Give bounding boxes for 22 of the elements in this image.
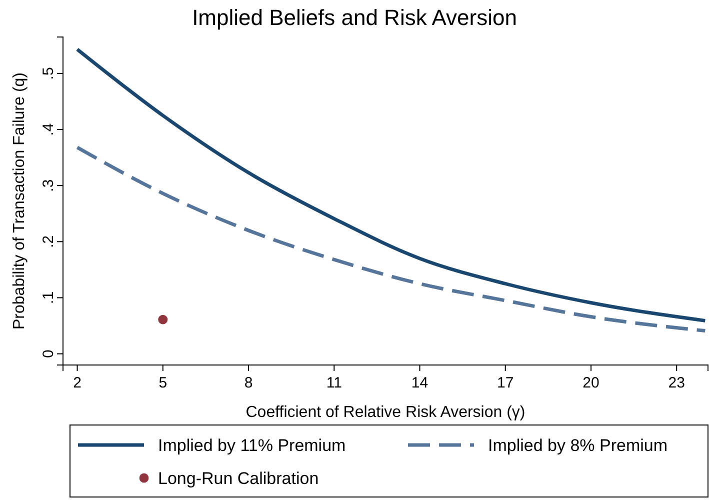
legend-label: Implied by 11% Premium xyxy=(158,436,346,455)
chart-title: Implied Beliefs and Risk Aversion xyxy=(192,5,517,30)
x-tick-label: 8 xyxy=(244,374,253,392)
x-tick-label: 5 xyxy=(158,374,168,392)
line-series xyxy=(76,48,707,322)
y-tick-label: .3 xyxy=(40,179,57,192)
y-tick-label: .1 xyxy=(40,291,57,304)
legend-label: Implied by 8% Premium xyxy=(488,436,668,455)
x-tick-label: 11 xyxy=(326,374,342,392)
x-tick-label: 14 xyxy=(411,374,428,392)
y-tick-label: .4 xyxy=(40,123,57,136)
line-series xyxy=(76,146,707,333)
x-tick-label: 23 xyxy=(668,374,685,392)
legend-label: Long-Run Calibration xyxy=(158,469,319,488)
y-tick-label: 0 xyxy=(40,350,57,358)
x-tick-label: 2 xyxy=(73,374,82,392)
x-tick-label: 20 xyxy=(582,374,600,392)
x-axis-title: Coefficient of Relative Risk Aversion (γ) xyxy=(246,404,526,421)
y-tick-label: .2 xyxy=(40,235,57,248)
y-axis-title: Probability of Transaction Failure (q) xyxy=(11,72,28,330)
y-tick-label: .5 xyxy=(40,67,57,80)
x-tick-label: 17 xyxy=(497,374,514,392)
